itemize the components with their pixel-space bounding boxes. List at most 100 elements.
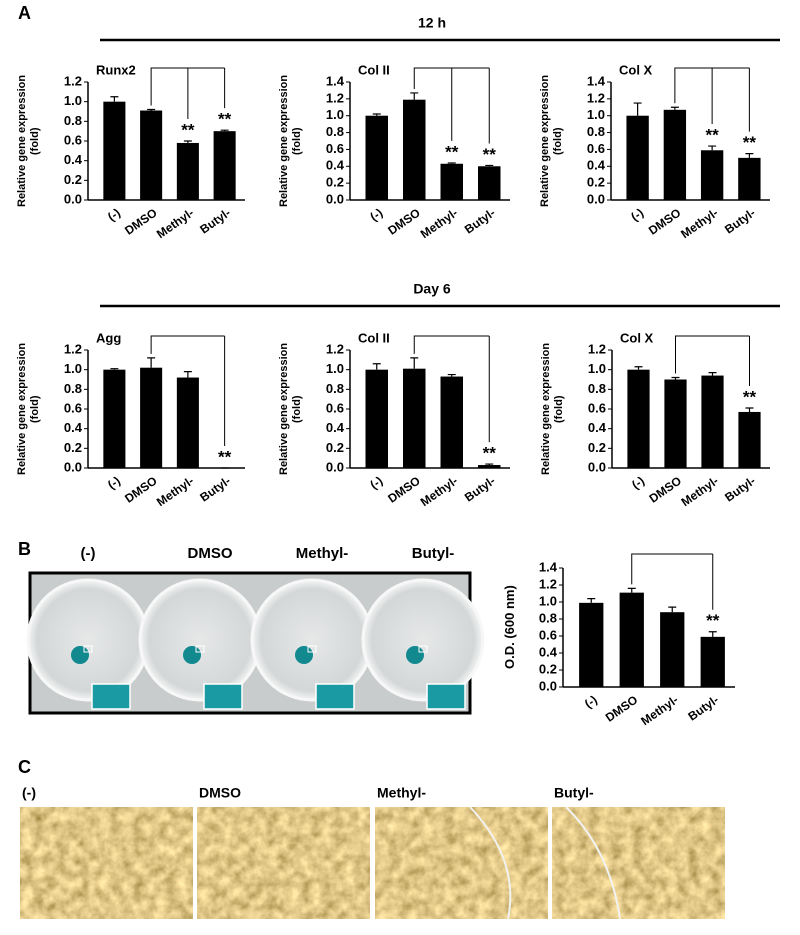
significance: ** (218, 447, 232, 466)
row-title: Day 6 (413, 281, 451, 297)
bar (701, 375, 724, 468)
error-bar (183, 140, 192, 143)
x-tick-label: Butyl- (197, 474, 233, 505)
significance: ** (181, 120, 195, 139)
y-tick-label: 0.8 (64, 113, 82, 128)
x-tick-label: DMSO (385, 474, 423, 506)
bar (403, 99, 426, 200)
x-tick-label: Methyl- (678, 206, 720, 242)
comparison-bracket (150, 67, 226, 119)
y-tick-label: 1.2 (326, 341, 344, 356)
y-axis-label: Relative gene expression (fold) (540, 342, 565, 476)
y-tick-label: 0.4 (326, 420, 345, 435)
significance: ** (218, 110, 232, 129)
inset (203, 683, 243, 710)
y-tick-label: 0.8 (64, 381, 82, 396)
y-tick-label: 1.0 (326, 361, 344, 376)
chart-title: Col II (358, 62, 390, 77)
zoom-box (83, 645, 93, 653)
significance: ** (706, 611, 720, 630)
x-tick-label: Methyl- (154, 474, 196, 510)
y-tick-label: 0.2 (539, 661, 557, 676)
bar-chart: 0.00.2 0.4 0.6 0.8 1.0 1.2 1.4 Col II (-) DMSOMet… (326, 62, 510, 241)
error-bar (670, 106, 679, 110)
stain-spot (71, 646, 89, 664)
bar (478, 166, 501, 200)
bar (103, 369, 126, 468)
x-tick-label: DMSO (122, 206, 160, 238)
y-tick-label: 0.6 (326, 141, 344, 156)
error-bar (668, 606, 677, 613)
y-tick-label: 1.2 (539, 576, 557, 591)
y-tick-label: 0.6 (587, 141, 605, 156)
micrograph (197, 807, 370, 919)
y-tick-label: 1.0 (64, 93, 82, 108)
y-tick-label: 0.4 (64, 420, 83, 435)
error-bar (410, 92, 419, 100)
y-tick-label: 0.6 (588, 400, 606, 415)
x-tick-label: DMSO (646, 206, 684, 238)
bar (440, 163, 463, 200)
comparison-bracket (674, 67, 750, 132)
error-bar (627, 587, 636, 593)
micrograph (20, 807, 193, 919)
bar (140, 367, 163, 468)
comparison-bracket (631, 553, 714, 610)
bar (700, 150, 724, 200)
bar (365, 115, 388, 200)
y-tick-label: 0.6 (326, 400, 344, 415)
micrograph-label: DMSO (199, 785, 241, 801)
significance: ** (483, 444, 497, 463)
error-bar (410, 357, 419, 369)
well-label: Methyl- (296, 545, 349, 562)
well (361, 578, 485, 702)
y-tick-label: 1.2 (326, 90, 344, 105)
y-tick-label: 0.0 (326, 459, 344, 474)
well (26, 578, 150, 702)
boundary-line (565, 806, 621, 920)
y-tick-label: 0.2 (326, 175, 344, 190)
error-bar (634, 366, 643, 370)
y-axis-label: Relative gene expression (fold) (539, 74, 564, 208)
y-tick-label: 0.0 (64, 191, 82, 206)
bar (213, 131, 236, 200)
y-tick-label: 1.0 (588, 361, 606, 376)
bar (103, 101, 126, 200)
bar (140, 110, 163, 200)
bar (619, 592, 644, 687)
micrographs (20, 806, 725, 920)
x-tick-label: DMSO (122, 474, 160, 506)
error-bar (147, 108, 156, 111)
error-bar (447, 373, 456, 377)
significance: ** (743, 133, 757, 152)
x-tick-label: (-) (629, 474, 647, 492)
y-tick-label: 0.6 (64, 132, 82, 147)
y-tick-label: 1.0 (64, 361, 82, 376)
bar (440, 376, 463, 468)
well-label: Butyl- (412, 545, 455, 562)
bar (478, 465, 501, 468)
bar (660, 612, 685, 687)
comparison-bracket (675, 335, 750, 387)
x-tick-label: Butyl- (722, 474, 758, 505)
y-tick-label: 0.2 (588, 440, 606, 455)
bar (627, 369, 650, 468)
bar-chart: 0.0 0.2 0.4 0.6 0.8 1.0 1.2 Col X (-) DMSOMethyl-… (588, 330, 770, 509)
chart-title: Agg (96, 330, 121, 345)
y-tick-label: 1.2 (587, 90, 605, 105)
y-tick-label: 0.8 (588, 381, 606, 396)
error-bar (745, 153, 754, 158)
chart-title: Runx2 (96, 62, 136, 77)
bar (738, 157, 761, 200)
x-tick-label: Methyl- (418, 474, 460, 510)
y-tick-label: 0.0 (539, 678, 557, 693)
stain-spot (406, 646, 424, 664)
bar (700, 636, 725, 687)
y-tick-label: 0.4 (587, 158, 606, 173)
y-tick-label: 0.4 (64, 152, 83, 167)
error-bar (671, 376, 680, 380)
significance: ** (743, 388, 757, 407)
error-bar (147, 357, 156, 368)
bar (176, 377, 199, 468)
